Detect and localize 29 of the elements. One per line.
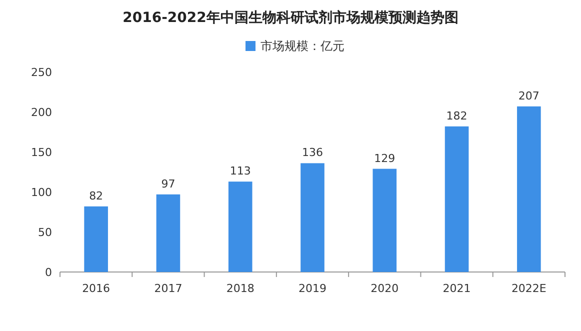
data-label: 82 (89, 189, 104, 202)
bar (517, 106, 541, 272)
data-label: 97 (161, 177, 176, 190)
data-label: 113 (230, 164, 251, 178)
y-tick-label: 0 (45, 266, 52, 279)
bar (444, 126, 469, 272)
data-label: 129 (374, 152, 396, 165)
y-tick-label: 150 (31, 146, 52, 159)
bar (84, 206, 108, 272)
legend-label: 市场规模：亿元 (260, 39, 344, 53)
y-tick-label: 200 (31, 106, 52, 119)
x-tick-label: 2022E (511, 282, 546, 295)
data-label: 182 (446, 109, 468, 122)
data-label: 207 (518, 89, 540, 102)
x-tick-label: 2020 (370, 282, 399, 295)
y-tick-label: 100 (31, 186, 52, 199)
x-tick-label: 2021 (442, 282, 471, 295)
x-tick-label: 2016 (82, 282, 110, 295)
bar (228, 182, 252, 272)
chart-title: 2016-2022年中国生物科研试剂市场规模预测趋势图 (122, 9, 458, 26)
bar (372, 168, 397, 272)
data-label: 136 (302, 146, 323, 160)
y-tick-label: 250 (31, 66, 52, 79)
x-tick-label: 2017 (154, 282, 182, 295)
y-tick-label: 50 (38, 226, 52, 239)
bar (300, 163, 324, 272)
x-tick-label: 2018 (226, 282, 254, 295)
x-tick-label: 2019 (298, 282, 326, 295)
bar (156, 194, 180, 272)
